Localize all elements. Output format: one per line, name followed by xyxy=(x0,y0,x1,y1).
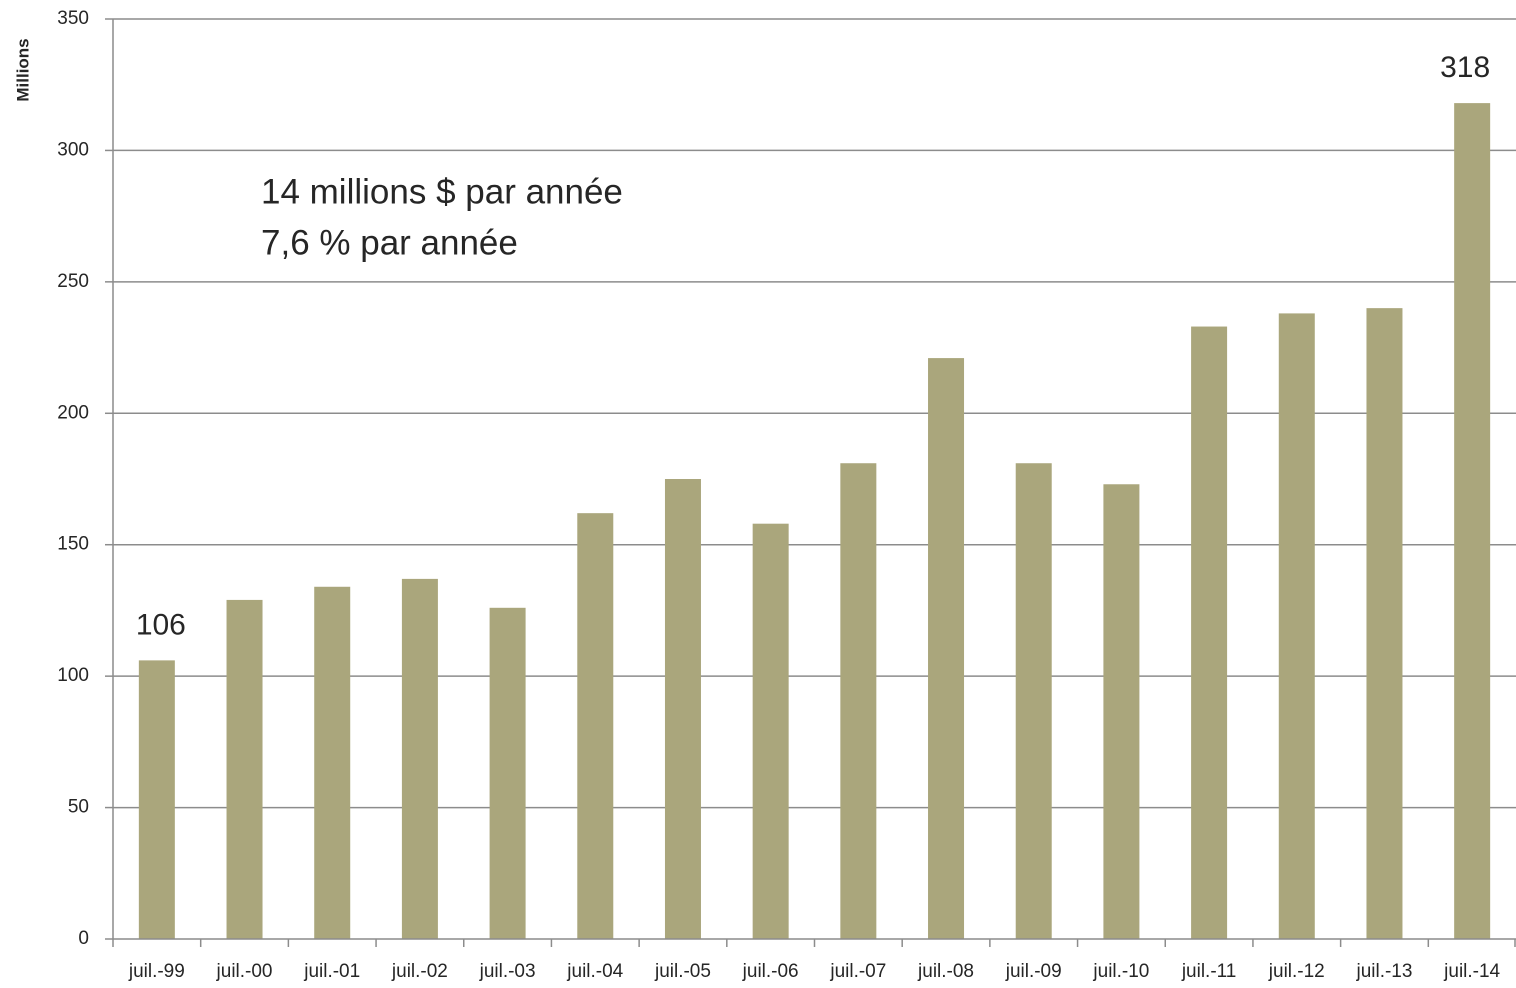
bar xyxy=(1015,463,1052,939)
x-tick-label: juil.-09 xyxy=(1005,961,1062,982)
x-tick-label: juil.-03 xyxy=(479,961,536,982)
bar xyxy=(1454,103,1491,940)
y-axis-label: Millions xyxy=(13,38,32,101)
bar xyxy=(1366,308,1403,940)
x-tick-label: juil.-00 xyxy=(216,961,273,982)
data-label: 106 xyxy=(136,608,186,641)
x-tick-label: juil.-06 xyxy=(742,961,799,982)
y-tick-label: 0 xyxy=(78,928,89,949)
y-tick-label: 250 xyxy=(57,271,89,292)
x-tick-label: juil.-07 xyxy=(829,961,886,982)
x-tick-label: juil.-01 xyxy=(303,961,360,982)
x-tick-label: juil.-04 xyxy=(566,961,623,982)
y-tick-label: 350 xyxy=(57,8,89,29)
data-label: 318 xyxy=(1440,51,1490,84)
x-tick-label: juil.-12 xyxy=(1268,961,1325,982)
annotation: 14 millions $ par année xyxy=(261,172,623,211)
y-tick-label: 300 xyxy=(57,139,89,160)
x-tick-label: juil.-11 xyxy=(1181,961,1237,982)
bar xyxy=(1278,313,1315,939)
y-tick-label: 150 xyxy=(57,534,89,555)
x-tick-label: juil.-10 xyxy=(1092,961,1149,982)
x-tick-label: juil.-13 xyxy=(1355,961,1412,982)
x-tick-label: juil.-14 xyxy=(1443,961,1500,982)
annotation: 7,6 % par année xyxy=(261,223,518,262)
bar xyxy=(752,523,789,939)
x-tick-label: juil.-02 xyxy=(391,961,448,982)
bar xyxy=(577,513,614,939)
bar xyxy=(1191,326,1228,939)
x-tick-label: juil.-05 xyxy=(654,961,711,982)
y-tick-label: 50 xyxy=(68,797,89,818)
bar xyxy=(401,578,438,939)
bar xyxy=(840,463,877,939)
y-tick-label: 200 xyxy=(57,402,89,423)
bar xyxy=(1103,484,1140,939)
y-tick-label: 100 xyxy=(57,665,89,686)
bar xyxy=(664,479,701,939)
bar xyxy=(314,586,351,939)
bar xyxy=(226,599,263,939)
bar xyxy=(138,660,175,939)
bar xyxy=(928,358,965,940)
bar xyxy=(489,607,526,939)
x-tick-label: juil.-99 xyxy=(128,961,185,982)
x-tick-label: juil.-08 xyxy=(917,961,974,982)
